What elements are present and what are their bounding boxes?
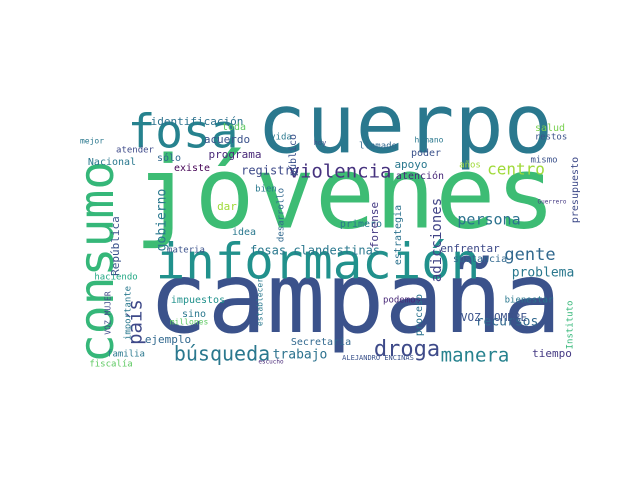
word: información <box>156 234 481 291</box>
word: mejor <box>80 137 104 146</box>
word: estrategia <box>393 205 404 265</box>
word: millones <box>170 318 209 327</box>
word: jóvenes <box>134 134 555 251</box>
word: apoyo <box>394 158 427 171</box>
word: campaña <box>148 242 561 356</box>
word: sino <box>182 309 206 320</box>
word: existe <box>174 163 210 174</box>
word: importante <box>124 286 134 340</box>
word: mismo <box>530 156 557 166</box>
word: desarrollo <box>277 188 287 242</box>
word: trabajo <box>273 348 328 363</box>
word: país <box>125 299 147 345</box>
word: años <box>459 161 481 171</box>
word: atención <box>396 170 444 182</box>
word: presupuesto <box>570 157 581 223</box>
word: gobierno <box>155 189 170 252</box>
word: forense <box>368 202 381 248</box>
word: VOZ MUJER <box>104 291 113 335</box>
word: atender <box>116 146 155 156</box>
word: sólo <box>157 152 181 164</box>
word: fosa <box>128 105 239 159</box>
word: toda <box>222 122 246 133</box>
word: escucho <box>258 359 284 366</box>
word: dar <box>217 200 237 213</box>
word: búsqueda <box>174 342 270 366</box>
word: fiscalía <box>89 360 132 370</box>
word: poder <box>411 148 441 159</box>
word: humano <box>415 136 444 145</box>
word: hoy <box>314 139 327 147</box>
word: sustancia <box>453 254 507 265</box>
word: materia <box>167 246 205 256</box>
word: gente <box>504 245 555 265</box>
word: problema <box>512 266 575 281</box>
word: recursos <box>476 315 539 330</box>
word: familia <box>107 350 145 360</box>
word: adicciones <box>429 198 445 282</box>
word: bienestar <box>505 296 554 306</box>
word: Nacional <box>88 157 136 168</box>
word: VOZ HOMBRE <box>461 311 527 324</box>
word: fosas clandestinas <box>250 244 380 258</box>
word: podemos <box>383 296 421 306</box>
word: consumo <box>69 161 125 363</box>
word: ALEJANDRO ENCINAS <box>342 354 414 362</box>
word: centro <box>487 160 545 179</box>
word: restos <box>535 133 568 143</box>
word: registro <box>241 164 299 178</box>
word: Instituto <box>566 301 576 350</box>
word: manera <box>441 345 510 367</box>
word: llamado <box>359 142 397 152</box>
word: Guerrero <box>538 199 567 206</box>
word: haciendo <box>94 273 137 283</box>
word: bien <box>255 185 277 195</box>
word: tiempo <box>532 347 572 360</box>
word: proceso <box>414 294 425 336</box>
word: programa <box>209 148 262 161</box>
word: primero <box>340 219 382 230</box>
word: droga <box>374 337 440 362</box>
word: idea <box>232 227 256 238</box>
word: establecer <box>256 278 265 326</box>
word: salud <box>535 123 565 134</box>
word: impuestos <box>171 295 225 306</box>
word: cuerpo <box>257 77 553 172</box>
word: violencia <box>289 161 392 183</box>
word: República <box>109 216 122 276</box>
word: Secretaría <box>291 336 351 348</box>
word: identificación <box>151 115 244 128</box>
word: vida <box>270 133 292 143</box>
word: público <box>287 134 299 176</box>
word: persona <box>457 211 520 229</box>
word: enfrentar <box>440 242 500 255</box>
word: acuerdo <box>204 133 250 146</box>
word: ejemplo <box>145 333 191 346</box>
